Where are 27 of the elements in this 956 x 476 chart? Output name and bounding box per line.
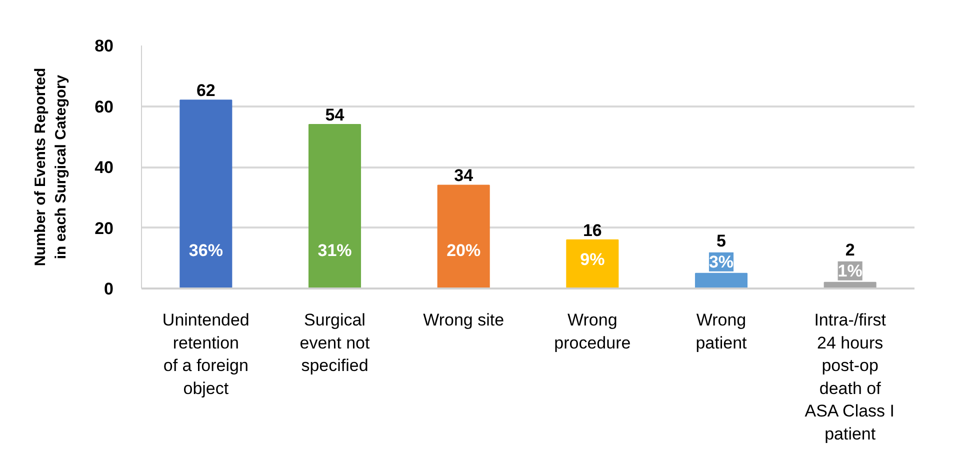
y-tick-label: 0 — [104, 280, 114, 298]
data-label: 5 — [716, 231, 726, 250]
x-tick-label: Unintended retention of a foreign object — [162, 310, 250, 398]
bar — [308, 124, 362, 288]
y-tick-label: 20 — [94, 218, 114, 238]
x-tick-label: Wrong patient — [696, 310, 748, 352]
y-tick-label: 60 — [94, 97, 114, 116]
annotation: 31% — [318, 241, 352, 260]
annotation: 3% — [708, 252, 734, 272]
data-label: 34 — [454, 166, 474, 186]
bar — [437, 184, 490, 288]
bar — [180, 100, 232, 288]
annotation: 20% — [446, 241, 481, 260]
x-tick-label: Wrong site — [423, 310, 504, 330]
data-label: 54 — [325, 105, 345, 124]
data-label: 2 — [845, 240, 855, 260]
annotation: 9% — [580, 250, 605, 269]
x-tick-label: Surgical event not specified — [300, 310, 370, 376]
annotation: 36% — [188, 241, 223, 260]
x-tick-label: Wrong procedure — [554, 310, 631, 352]
y-axis-title: Number of Events Reported in each Surgical Category — [32, 68, 70, 266]
y-tick-label: 40 — [94, 158, 114, 177]
x-tick-label: Intra-/first 24 hours post-op death of ASA Class I patient — [804, 310, 894, 444]
annotation: 1% — [838, 261, 862, 280]
y-tick-label: 80 — [94, 36, 114, 56]
data-label: 16 — [582, 220, 602, 240]
data-label: 62 — [196, 81, 216, 100]
